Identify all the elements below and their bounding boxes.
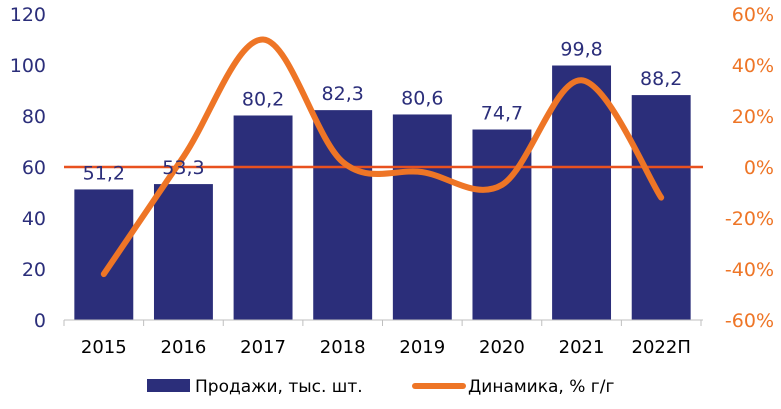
x-tick-label-2016: 2016 <box>161 337 207 358</box>
x-tick-label-2019: 2019 <box>399 337 445 358</box>
y-right-tick-label: 20% <box>732 106 774 128</box>
bar-2021 <box>552 65 612 320</box>
y-left-tick-label: 100 <box>10 55 46 77</box>
x-tick-label-2022П: 2022П <box>632 337 691 358</box>
line-series <box>100 36 665 278</box>
y-left-tick-label: 80 <box>22 106 46 128</box>
legend: Продажи, тыс. шт. Динамика, % г/г <box>147 377 614 397</box>
bar-2015 <box>74 189 134 320</box>
bar-2016 <box>153 184 213 320</box>
data-label-2015: 51,2 <box>83 162 125 184</box>
bar-2017 <box>233 115 293 321</box>
y-right-tick-label: -60% <box>725 310 774 332</box>
x-tick-label-2018: 2018 <box>320 337 366 358</box>
y-left-tick-label: 20 <box>22 259 46 281</box>
data-label-2019: 80,6 <box>401 87 443 109</box>
y-right-tick-label: 60% <box>732 4 774 26</box>
bar-2019 <box>392 114 452 320</box>
y-right-tick-label: 40% <box>732 55 774 77</box>
bar-series <box>74 65 691 321</box>
x-tick-label-2021: 2021 <box>559 337 605 358</box>
y-left-tick-label: 60 <box>22 157 46 179</box>
y-left-tick-label: 120 <box>10 4 46 26</box>
x-tick-label-2017: 2017 <box>240 337 286 358</box>
data-labels: 51,2 53,3 80,2 82,3 80,6 74,7 99,8 88,2 <box>83 39 683 185</box>
bar-2022П <box>631 95 691 320</box>
x-tick-label-2015: 2015 <box>81 337 127 358</box>
data-label-2022П: 88,2 <box>640 68 682 90</box>
data-label-2017: 80,2 <box>242 88 284 110</box>
y-right-tick-label: -40% <box>725 259 774 281</box>
bar-2018 <box>313 110 373 320</box>
data-label-2016: 53,3 <box>162 157 204 179</box>
legend-swatch-bar <box>147 379 190 392</box>
legend-label-line: Динамика, % г/г <box>468 377 614 397</box>
y-right-tick-label: 0% <box>744 157 774 179</box>
dynamics-line <box>100 36 665 278</box>
data-label-2018: 82,3 <box>322 83 364 105</box>
legend-label-bar: Продажи, тыс. шт. <box>195 377 363 397</box>
data-label-2020: 74,7 <box>481 103 523 125</box>
y-left-tick-label: 40 <box>22 208 46 230</box>
axes: 2015 2016 2017 2018 2019 2020 2021 2022П 0 20 40 60… <box>10 4 774 358</box>
y-left-tick-label: 0 <box>34 310 46 332</box>
x-tick-label-2020: 2020 <box>479 337 525 358</box>
y-right-tick-label: -20% <box>725 208 774 230</box>
data-label-2021: 99,8 <box>560 39 602 61</box>
